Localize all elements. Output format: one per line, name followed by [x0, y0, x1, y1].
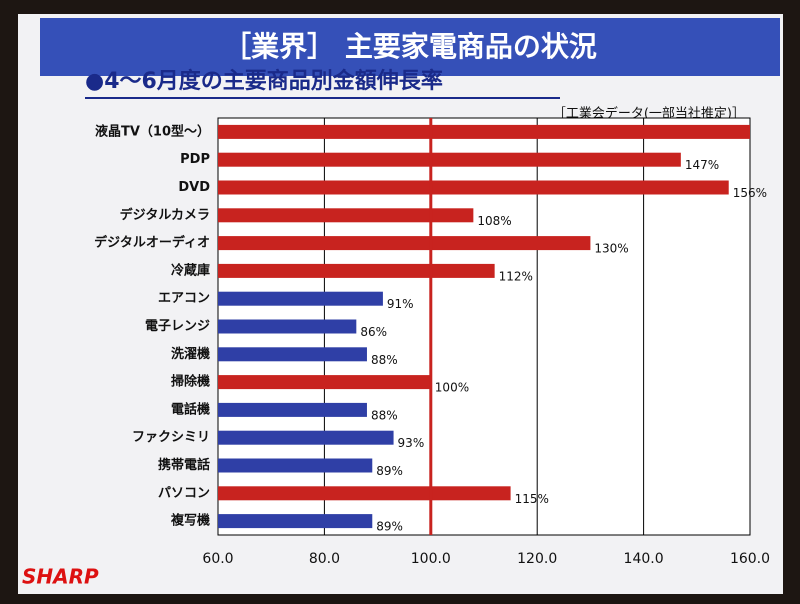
- y-tick-label: エアコン: [158, 291, 210, 306]
- value-label: 91%: [387, 297, 414, 311]
- bar: [218, 208, 474, 223]
- value-label: 88%: [371, 408, 398, 422]
- brand: SHARP: [22, 565, 99, 589]
- value-label: 100%: [435, 381, 469, 395]
- bar: [218, 152, 681, 167]
- bar: [218, 291, 383, 306]
- y-tick-label: デジタルカメラ: [120, 207, 210, 223]
- value-label: 112%: [499, 269, 533, 283]
- bar: [218, 375, 431, 390]
- bar: [218, 458, 373, 473]
- y-tick-label: デジタルオーディオ: [94, 235, 210, 251]
- bar: [218, 124, 750, 139]
- bar: [218, 319, 357, 334]
- y-tick-label: 掃除機: [171, 374, 210, 390]
- x-tick-label: 140.0: [624, 551, 664, 567]
- subtitle: ●4～6月度の主要商品別金額伸長率: [85, 68, 443, 94]
- y-tick-label: 液晶TV（10型～）: [95, 123, 210, 139]
- value-label: 88%: [371, 353, 398, 367]
- value-label: 108%: [477, 214, 511, 228]
- bar: [218, 347, 367, 362]
- value-label: 89%: [376, 520, 403, 534]
- title-band: [40, 18, 780, 76]
- value-label: 156%: [733, 186, 767, 200]
- bar: [218, 263, 495, 278]
- value-label: 93%: [398, 436, 425, 450]
- value-label: 89%: [376, 464, 403, 478]
- x-tick-label: 160.0: [730, 551, 770, 567]
- y-tick-label: 複写機: [170, 513, 210, 529]
- y-tick-label: 冷蔵庫: [171, 262, 210, 278]
- value-label: 86%: [360, 325, 387, 339]
- y-tick-label: 電話機: [171, 401, 210, 417]
- title: ［業界］ 主要家電商品の状況: [223, 30, 597, 63]
- x-tick-label: 60.0: [202, 551, 233, 567]
- x-tick-label: 80.0: [309, 551, 340, 567]
- bar: [218, 180, 729, 195]
- bar: [218, 236, 591, 251]
- bar: [218, 402, 367, 417]
- y-tick-label: 洗濯機: [171, 346, 210, 362]
- y-tick-label: 電子レンジ: [145, 319, 210, 334]
- y-tick-label: DVD: [178, 180, 210, 195]
- x-tick-label: 120.0: [517, 551, 557, 567]
- value-label: 115%: [515, 492, 549, 506]
- value-label: 130%: [594, 242, 628, 256]
- y-tick-label: パソコン: [158, 486, 210, 501]
- x-tick-label: 100.0: [411, 551, 451, 567]
- value-label: 147%: [685, 158, 719, 172]
- bar: [218, 430, 394, 445]
- y-tick-label: PDP: [180, 152, 210, 167]
- y-tick-label: ファクシミリ: [132, 430, 210, 445]
- y-tick-label: 携帯電話: [158, 457, 210, 473]
- bar: [218, 486, 511, 501]
- bar: [218, 514, 373, 529]
